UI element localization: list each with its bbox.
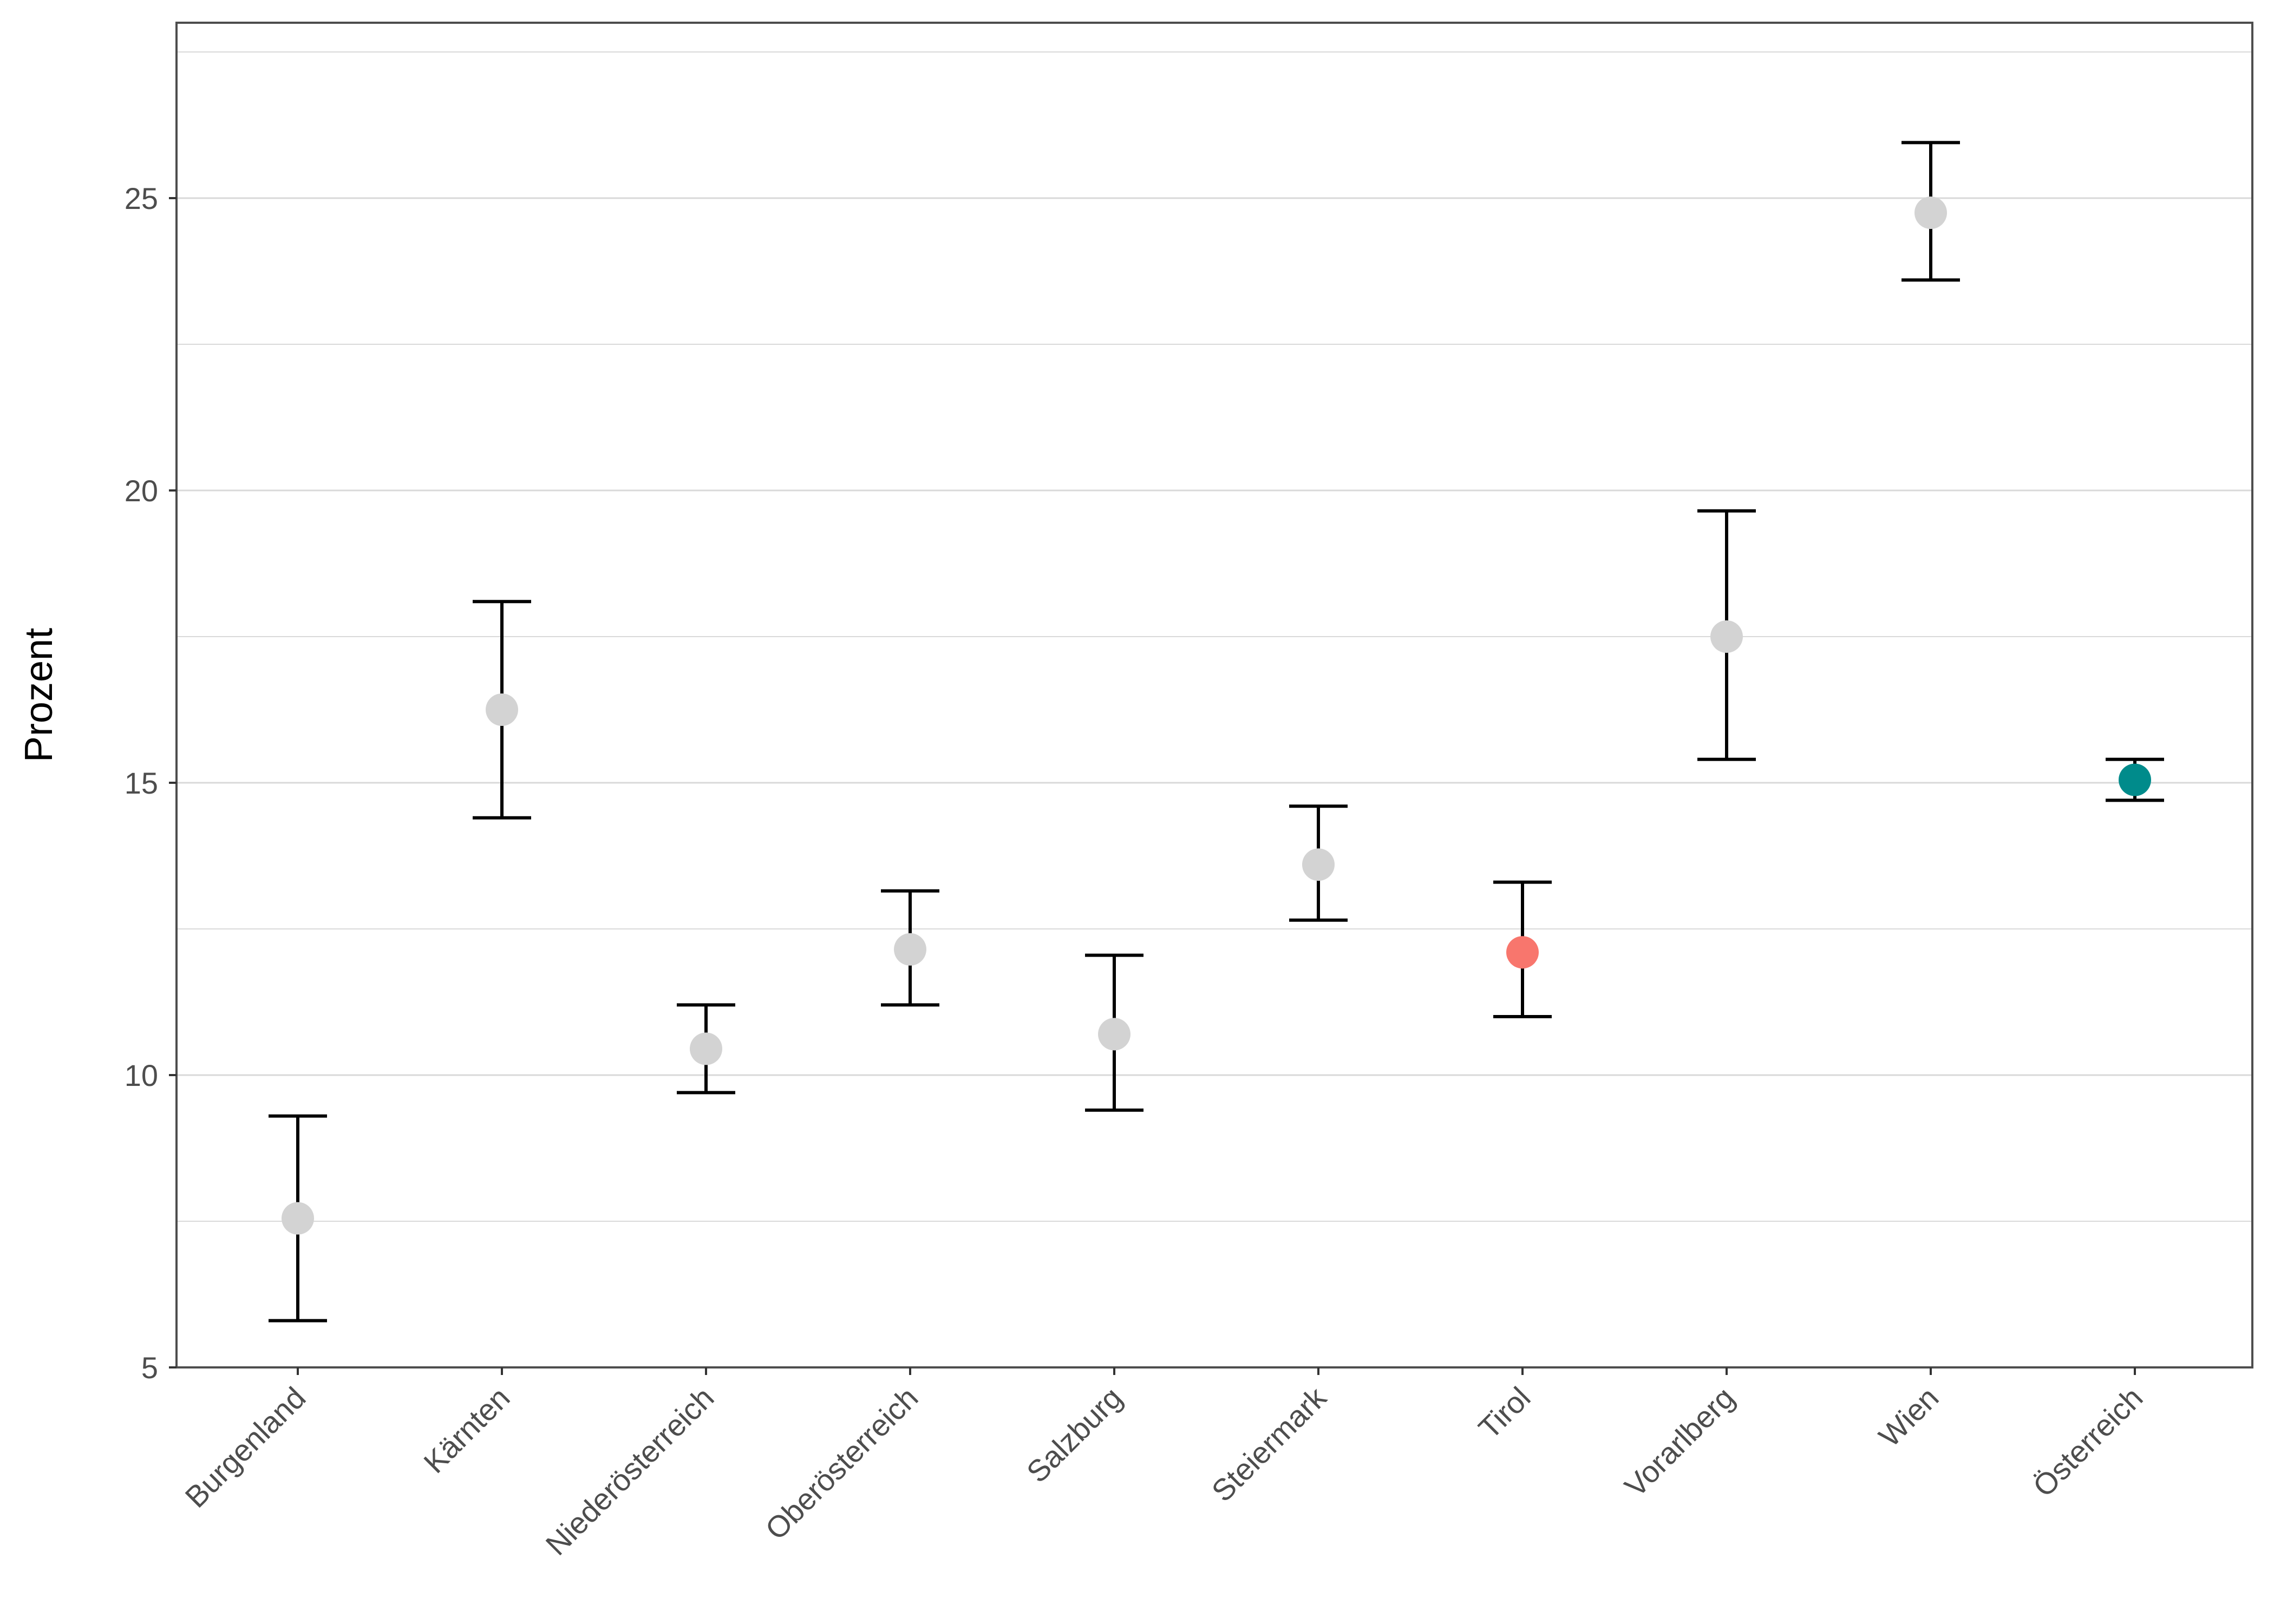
data-point: [690, 1032, 722, 1065]
y-axis-title: Prozent: [17, 628, 61, 762]
y-axis: 5 10 15 20 25: [125, 181, 177, 1385]
data-point: [1506, 936, 1539, 969]
plot-panel-border: [175, 22, 2253, 1368]
data-point: [1302, 848, 1335, 881]
data-points: [282, 197, 2151, 1235]
y-tick-label: 10: [125, 1058, 158, 1092]
y-tick-label: 25: [125, 181, 158, 215]
gridlines: [177, 51, 2252, 1368]
data-point: [1098, 1018, 1131, 1051]
data-point: [2119, 763, 2151, 796]
data-point: [282, 1202, 314, 1235]
data-point: [894, 933, 926, 966]
y-tick-label: 15: [125, 766, 158, 800]
data-point: [486, 693, 518, 726]
y-tick-label: 20: [125, 474, 158, 508]
y-tick-label: 5: [141, 1351, 158, 1385]
data-point: [1914, 197, 1947, 229]
data-point: [1710, 620, 1743, 653]
